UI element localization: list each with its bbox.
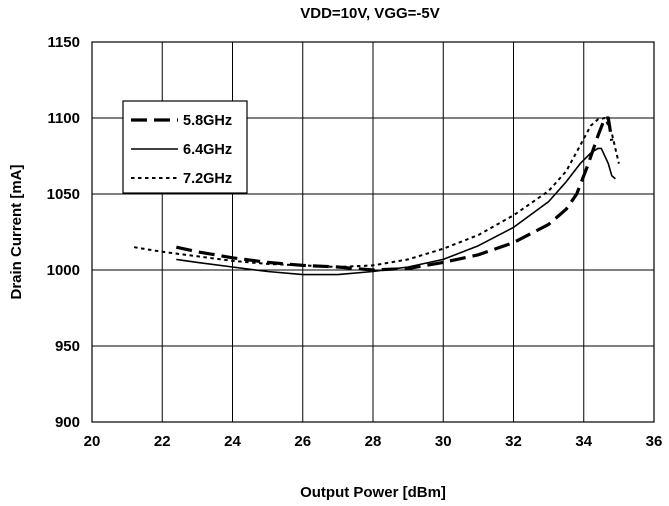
series-line-7.2GHz bbox=[133, 117, 620, 268]
y-tick-label: 900 bbox=[55, 414, 80, 431]
y-tick-label: 1100 bbox=[47, 110, 80, 127]
x-tick-label: 26 bbox=[294, 433, 311, 450]
y-tick-label: 1000 bbox=[47, 262, 80, 279]
x-tick-label: 30 bbox=[435, 433, 452, 450]
x-tick-label: 20 bbox=[84, 433, 101, 450]
y-tick-label: 1050 bbox=[47, 186, 80, 203]
legend-label: 6.4GHz bbox=[183, 142, 232, 158]
legend-box bbox=[122, 100, 248, 194]
plot-frame bbox=[91, 41, 655, 423]
legend-label: 7.2GHz bbox=[183, 171, 232, 187]
series-lines bbox=[133, 116, 620, 276]
x-tick-label: 34 bbox=[575, 433, 592, 450]
legend: 5.8GHz 6.4GHz 7.2GHz bbox=[122, 100, 248, 194]
legend-label: 5.8GHz bbox=[183, 113, 232, 129]
x-tick-label: 22 bbox=[154, 433, 171, 450]
x-tick-label: 28 bbox=[365, 433, 382, 450]
y-tick-labels: 900 950 1000 1050 1100 1150 bbox=[47, 34, 80, 431]
series-line-6.4GHz bbox=[176, 147, 616, 276]
series-line-5.8GHz bbox=[175, 116, 614, 272]
x-tick-label: 24 bbox=[224, 433, 241, 450]
x-tick-labels: 20 22 24 26 28 30 32 34 36 bbox=[84, 433, 663, 450]
x-tick-label: 32 bbox=[505, 433, 522, 450]
y-tick-label: 1150 bbox=[47, 34, 80, 51]
x-axis-label: Output Power [dBm] bbox=[300, 484, 446, 501]
y-tick-label: 950 bbox=[55, 338, 80, 355]
y-axis-label: Drain Current [mA] bbox=[8, 164, 25, 299]
chart-title: VDD=10V, VGG=-5V bbox=[300, 5, 440, 22]
x-tick-label: 36 bbox=[646, 433, 663, 450]
